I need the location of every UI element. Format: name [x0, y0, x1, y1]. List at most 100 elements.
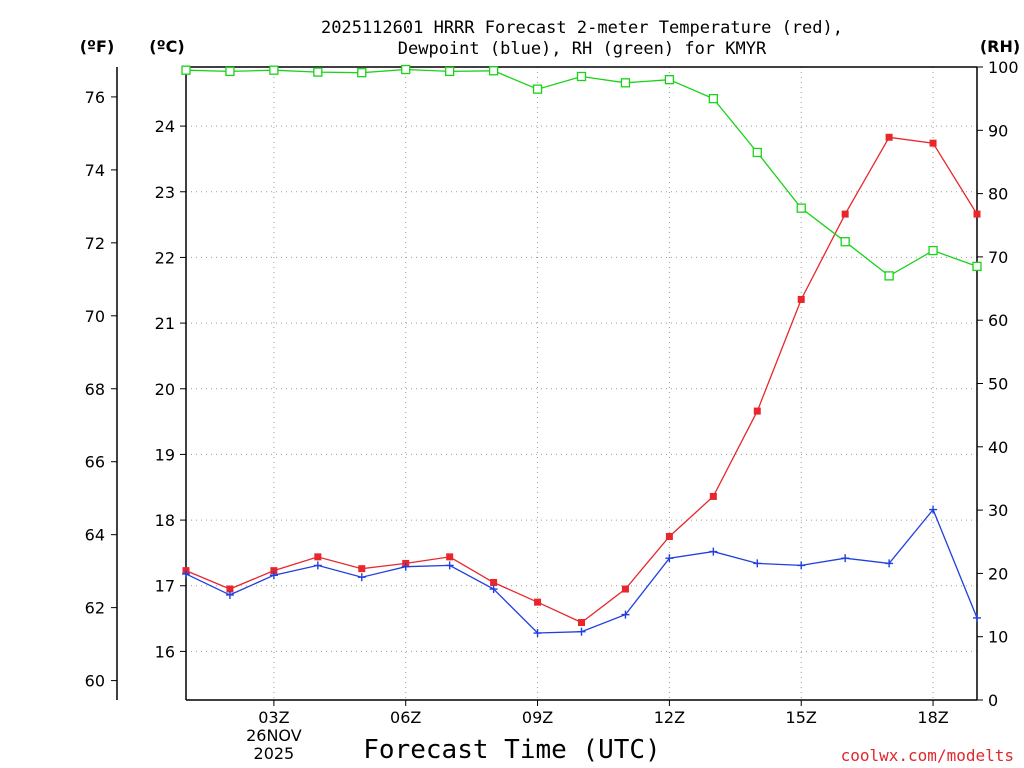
celsius-tick-label: 24 [155, 117, 175, 136]
rh-tick-label: 70 [988, 248, 1008, 267]
rh-point [796, 203, 806, 213]
dewpoint-point [665, 554, 674, 563]
fahrenheit-unit-label: (ºF) [80, 37, 115, 56]
rh-point [884, 271, 894, 281]
rh-point [708, 94, 718, 104]
rh-point [532, 84, 543, 94]
temperature-point [841, 210, 849, 218]
temperature-point [226, 585, 234, 593]
temperature-point [270, 567, 278, 575]
fahrenheit-tick-label: 62 [85, 599, 105, 618]
x-tick-label: 18Z [917, 708, 948, 727]
temperature-point [709, 492, 717, 500]
temperature-point [490, 578, 498, 586]
celsius-tick-label: 16 [155, 642, 175, 661]
dewpoint-point [313, 561, 322, 570]
rh-point [488, 66, 499, 76]
data-series [181, 64, 982, 638]
temperature-point [446, 553, 454, 561]
fahrenheit-tick-label: 74 [85, 161, 105, 180]
celsius-tick-label: 19 [155, 445, 175, 464]
fahrenheit-tick-label: 60 [85, 672, 105, 691]
rh-point [401, 64, 411, 75]
date-label-day: 26NOV [246, 726, 302, 745]
celsius-tick-label: 17 [155, 577, 175, 596]
x-axis-title: Forecast Time (UTC) [363, 735, 660, 765]
rh-point [181, 65, 191, 75]
dewpoint-point [357, 573, 366, 582]
rh-tick-label: 20 [988, 564, 1008, 583]
rh-tick-label: 100 [988, 58, 1019, 77]
rh-unit-label: (RH) [980, 37, 1020, 56]
dewpoint-point [445, 561, 454, 570]
dewpoint-point [973, 613, 981, 622]
fahrenheit-tick-label: 66 [85, 453, 105, 472]
rh-point [576, 71, 587, 82]
rh-point [972, 261, 982, 272]
watermark-text: coolwx.com/modelts [841, 746, 1014, 765]
fahrenheit-tick-label: 72 [85, 234, 105, 253]
axes: 60 62 64 66 68 70 72 74 76 16 17 18 19 20 21 22 23 24 0 10 2… [85, 58, 1019, 727]
temperature-point [621, 585, 629, 593]
dewpoint-point [929, 505, 938, 514]
series-temperature [182, 133, 981, 627]
series-dewpoint [182, 505, 981, 638]
celsius-tick-label: 21 [155, 314, 175, 333]
rh-point [840, 237, 850, 247]
grid-lines [186, 67, 977, 700]
rh-point [620, 78, 631, 88]
temperature-point [534, 598, 542, 606]
fahrenheit-tick-label: 64 [85, 526, 105, 545]
x-tick-label: 03Z [258, 708, 289, 727]
rh-point [313, 67, 323, 77]
fahrenheit-tick-label: 70 [85, 307, 105, 326]
x-tick-label: 09Z [522, 708, 553, 727]
rh-tick-label: 40 [988, 438, 1008, 457]
rh-point [928, 245, 938, 256]
dewpoint-point [225, 590, 234, 599]
temperature-point [358, 565, 366, 573]
temperature-point [665, 532, 673, 540]
temperature-point [797, 295, 805, 303]
x-tick-label: 06Z [390, 708, 421, 727]
dewpoint-point [797, 561, 806, 570]
dewpoint-point [533, 629, 542, 638]
temperature-point [753, 407, 761, 415]
rh-point [225, 66, 235, 77]
dewpoint-line [185, 508, 978, 634]
rh-tick-label: 10 [988, 628, 1008, 647]
rh-tick-label: 30 [988, 501, 1008, 520]
temperature-point [314, 553, 322, 561]
rh-tick-label: 90 [988, 121, 1008, 140]
dewpoint-point [709, 547, 718, 556]
rh-tick-label: 80 [988, 185, 1008, 204]
fahrenheit-tick-label: 76 [85, 88, 105, 107]
celsius-tick-label: 22 [155, 248, 175, 267]
relative-humidity-line [185, 68, 978, 277]
rh-point [664, 75, 675, 85]
dewpoint-point [401, 562, 410, 571]
rh-tick-label: 50 [988, 375, 1008, 394]
dewpoint-point [885, 559, 894, 568]
dewpoint-point [269, 571, 278, 580]
chart-title-line-2: Dewpoint (blue), RH (green) for KMYR [398, 39, 767, 59]
dewpoint-point [577, 627, 586, 636]
celsius-tick-label: 18 [155, 511, 175, 530]
temperature-point [578, 619, 585, 627]
dewpoint-point [489, 585, 498, 594]
series-relative-humidity [181, 64, 982, 281]
x-tick-label: 12Z [654, 708, 685, 727]
temperature-point [885, 133, 893, 141]
dewpoint-point [621, 610, 630, 619]
chart-title-line-1: 2025112601 HRRR Forecast 2-meter Tempera… [321, 18, 843, 38]
chart-title: 2025112601 HRRR Forecast 2-meter Tempera… [321, 18, 843, 59]
fahrenheit-tick-label: 68 [85, 380, 105, 399]
celsius-tick-label: 20 [155, 380, 175, 399]
celsius-tick-label: 23 [155, 183, 175, 202]
celsius-unit-label: (ºC) [149, 37, 184, 56]
date-label-year: 2025 [254, 744, 295, 763]
rh-point [445, 66, 455, 77]
dewpoint-point [841, 554, 850, 563]
dewpoint-point [753, 559, 762, 568]
